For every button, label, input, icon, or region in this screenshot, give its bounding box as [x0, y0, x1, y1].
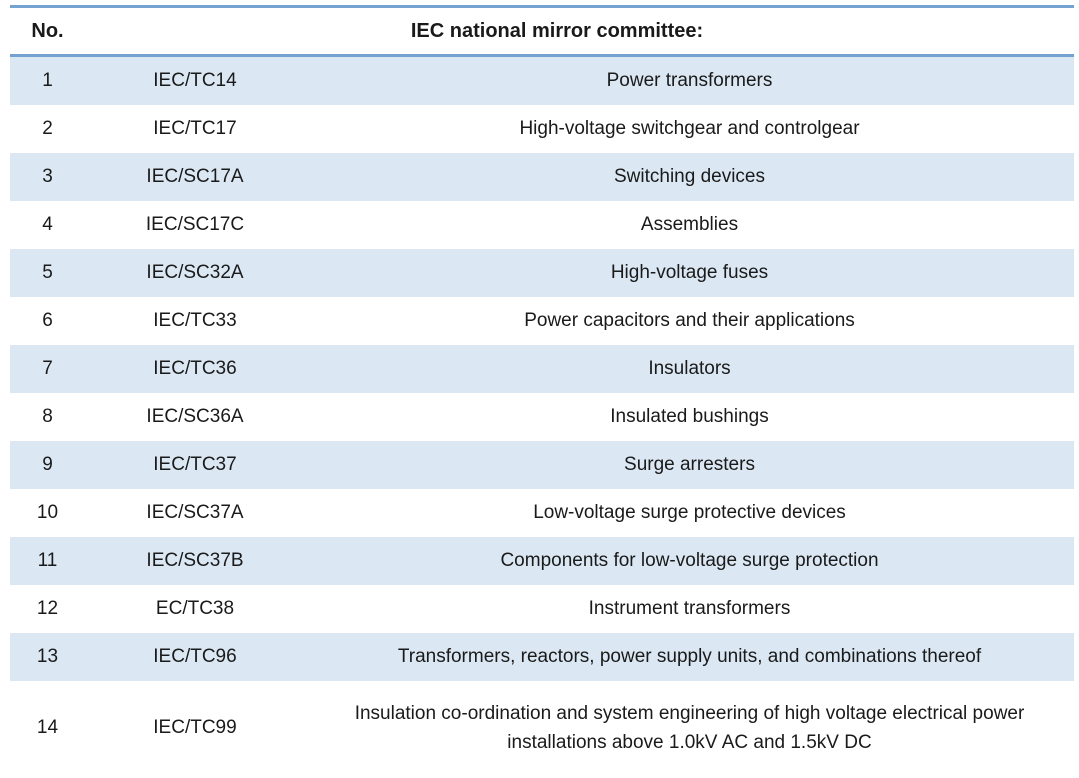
table-row: 10 IEC/SC37A Low-voltage surge protectiv…	[10, 489, 1074, 537]
table-row: 2 IEC/TC17 High-voltage switchgear and c…	[10, 105, 1074, 153]
committee-code: IEC/TC99	[153, 716, 237, 738]
row-number: 5	[42, 261, 53, 283]
committee-code: EC/TC38	[155, 597, 235, 619]
committee-code: IEC/SC36A	[146, 405, 244, 427]
row-number: 8	[42, 405, 53, 427]
header-row: No. IEC national mirror committee:	[10, 6, 1074, 57]
committee-code: IEC/TC96	[153, 645, 237, 667]
row-number: 3	[42, 165, 53, 187]
committee-name: High-voltage switchgear and controlgear	[519, 117, 860, 139]
table-row: 14 IEC/TC99 Insulation co-ordination and…	[10, 681, 1074, 775]
committee-name: Assemblies	[640, 213, 739, 235]
table-row: 4 IEC/SC17C Assemblies	[10, 201, 1074, 249]
row-number: 9	[42, 453, 53, 475]
committee-name: Insulation co-ordination and system engi…	[354, 702, 1025, 753]
committee-code: IEC/TC17	[153, 117, 237, 139]
table-body: 1 IEC/TC14 Power transformers 2 IEC/TC17…	[10, 55, 1074, 776]
table-row: 12 EC/TC38 Instrument transformers	[10, 585, 1074, 633]
committee-name: High-voltage fuses	[610, 261, 769, 283]
header-title: IEC national mirror committee:	[85, 6, 1074, 57]
table-row: 8 IEC/SC36A Insulated bushings	[10, 393, 1074, 441]
row-number: 4	[42, 213, 53, 235]
row-number: 7	[42, 357, 53, 379]
committee-name: Surge arresters	[624, 453, 755, 475]
committee-code: IEC/SC17C	[145, 213, 245, 235]
row-number: 10	[36, 501, 59, 523]
table-row: 9 IEC/TC37 Surge arresters	[10, 441, 1074, 489]
row-number: 13	[36, 645, 59, 667]
row-number: 14	[36, 716, 59, 738]
committee-code: IEC/SC32A	[146, 261, 244, 283]
committee-code: IEC/TC37	[153, 453, 237, 475]
row-number: 2	[42, 117, 53, 139]
table-row: 7 IEC/TC36 Insulators	[10, 345, 1074, 393]
table-row: 11 IEC/SC37B Components for low-voltage …	[10, 537, 1074, 585]
table-row: 13 IEC/TC96 Transformers, reactors, powe…	[10, 633, 1074, 681]
committee-name: Insulators	[648, 357, 731, 379]
table-container: No. IEC national mirror committee: 1 IEC…	[10, 5, 1074, 775]
committee-code: IEC/SC37B	[146, 549, 244, 571]
table-row: 5 IEC/SC32A High-voltage fuses	[10, 249, 1074, 297]
row-number: 11	[37, 549, 58, 571]
table-row: 3 IEC/SC17A Switching devices	[10, 153, 1074, 201]
row-number: 1	[42, 69, 53, 91]
committee-code: IEC/TC33	[153, 309, 237, 331]
committee-code: IEC/TC14	[153, 69, 237, 91]
header-no: No.	[10, 6, 85, 57]
committee-name: Components for low-voltage surge protect…	[500, 549, 879, 571]
committee-name: Power transformers	[606, 69, 773, 91]
committee-code: IEC/SC17A	[146, 165, 244, 187]
row-number: 6	[42, 309, 53, 331]
committee-name: Insulated bushings	[610, 405, 769, 427]
row-number: 12	[36, 597, 59, 619]
committee-name: Transformers, reactors, power supply uni…	[397, 645, 982, 667]
committee-name: Low-voltage surge protective devices	[533, 501, 846, 523]
table-row: 6 IEC/TC33 Power capacitors and their ap…	[10, 297, 1074, 345]
mirror-committee-table: No. IEC national mirror committee: 1 IEC…	[10, 5, 1074, 775]
committee-code: IEC/TC36	[153, 357, 237, 379]
table-row: 1 IEC/TC14 Power transformers	[10, 55, 1074, 105]
committee-name: Instrument transformers	[588, 597, 791, 619]
committee-name: Switching devices	[613, 165, 766, 187]
committee-code: IEC/SC37A	[146, 501, 244, 523]
committee-name: Power capacitors and their applications	[524, 309, 855, 331]
